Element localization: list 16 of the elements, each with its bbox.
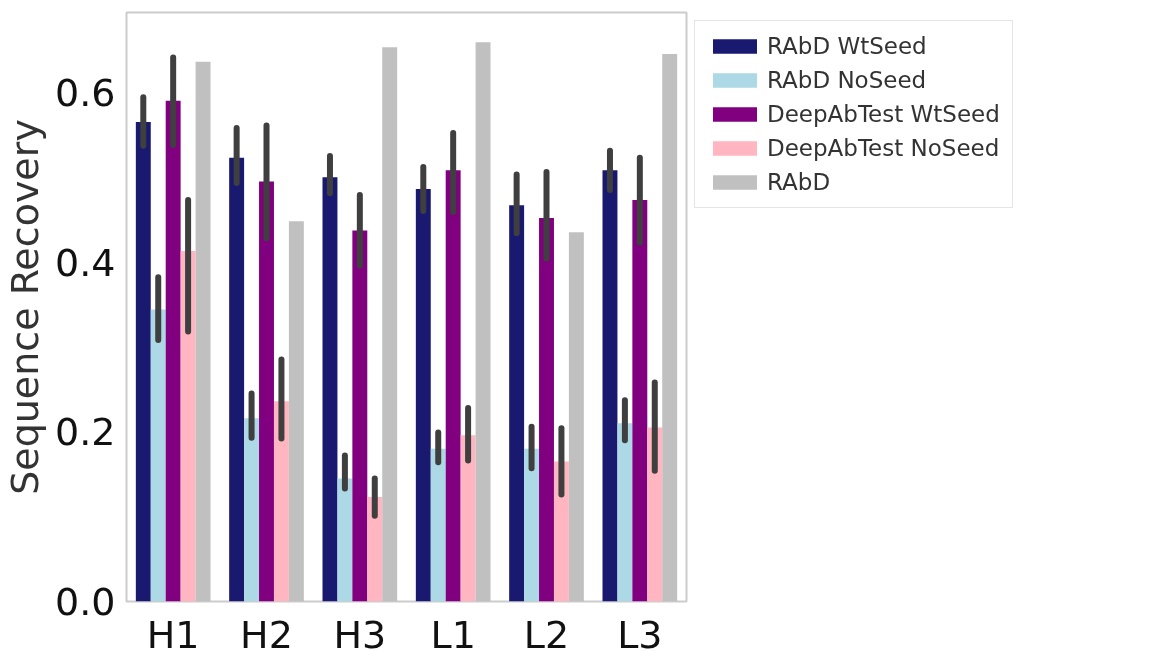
legend-label: RAbD NoSeed bbox=[767, 67, 927, 93]
y-tick-label: 0.0 bbox=[55, 580, 116, 624]
y-tick-label: 0.4 bbox=[55, 240, 116, 285]
x-tick-label: L1 bbox=[430, 612, 476, 657]
legend-label: RAbD bbox=[767, 169, 831, 195]
y-tick-label: 0.2 bbox=[55, 410, 116, 455]
x-tick-label: H2 bbox=[240, 612, 293, 657]
x-tick-label: L3 bbox=[617, 612, 663, 657]
y-axis-title: Sequence Recovery bbox=[3, 119, 48, 495]
x-tick-label: H1 bbox=[146, 612, 200, 657]
x-tick-label: L2 bbox=[523, 612, 570, 657]
legend-label: RAbD WtSeed bbox=[767, 33, 927, 59]
y-tick-label: 0.6 bbox=[55, 70, 116, 115]
x-tick-label: H3 bbox=[333, 612, 387, 657]
legend-label: DeepAbTest WtSeed bbox=[767, 101, 1000, 127]
legend-label: DeepAbTest NoSeed bbox=[767, 135, 1000, 161]
